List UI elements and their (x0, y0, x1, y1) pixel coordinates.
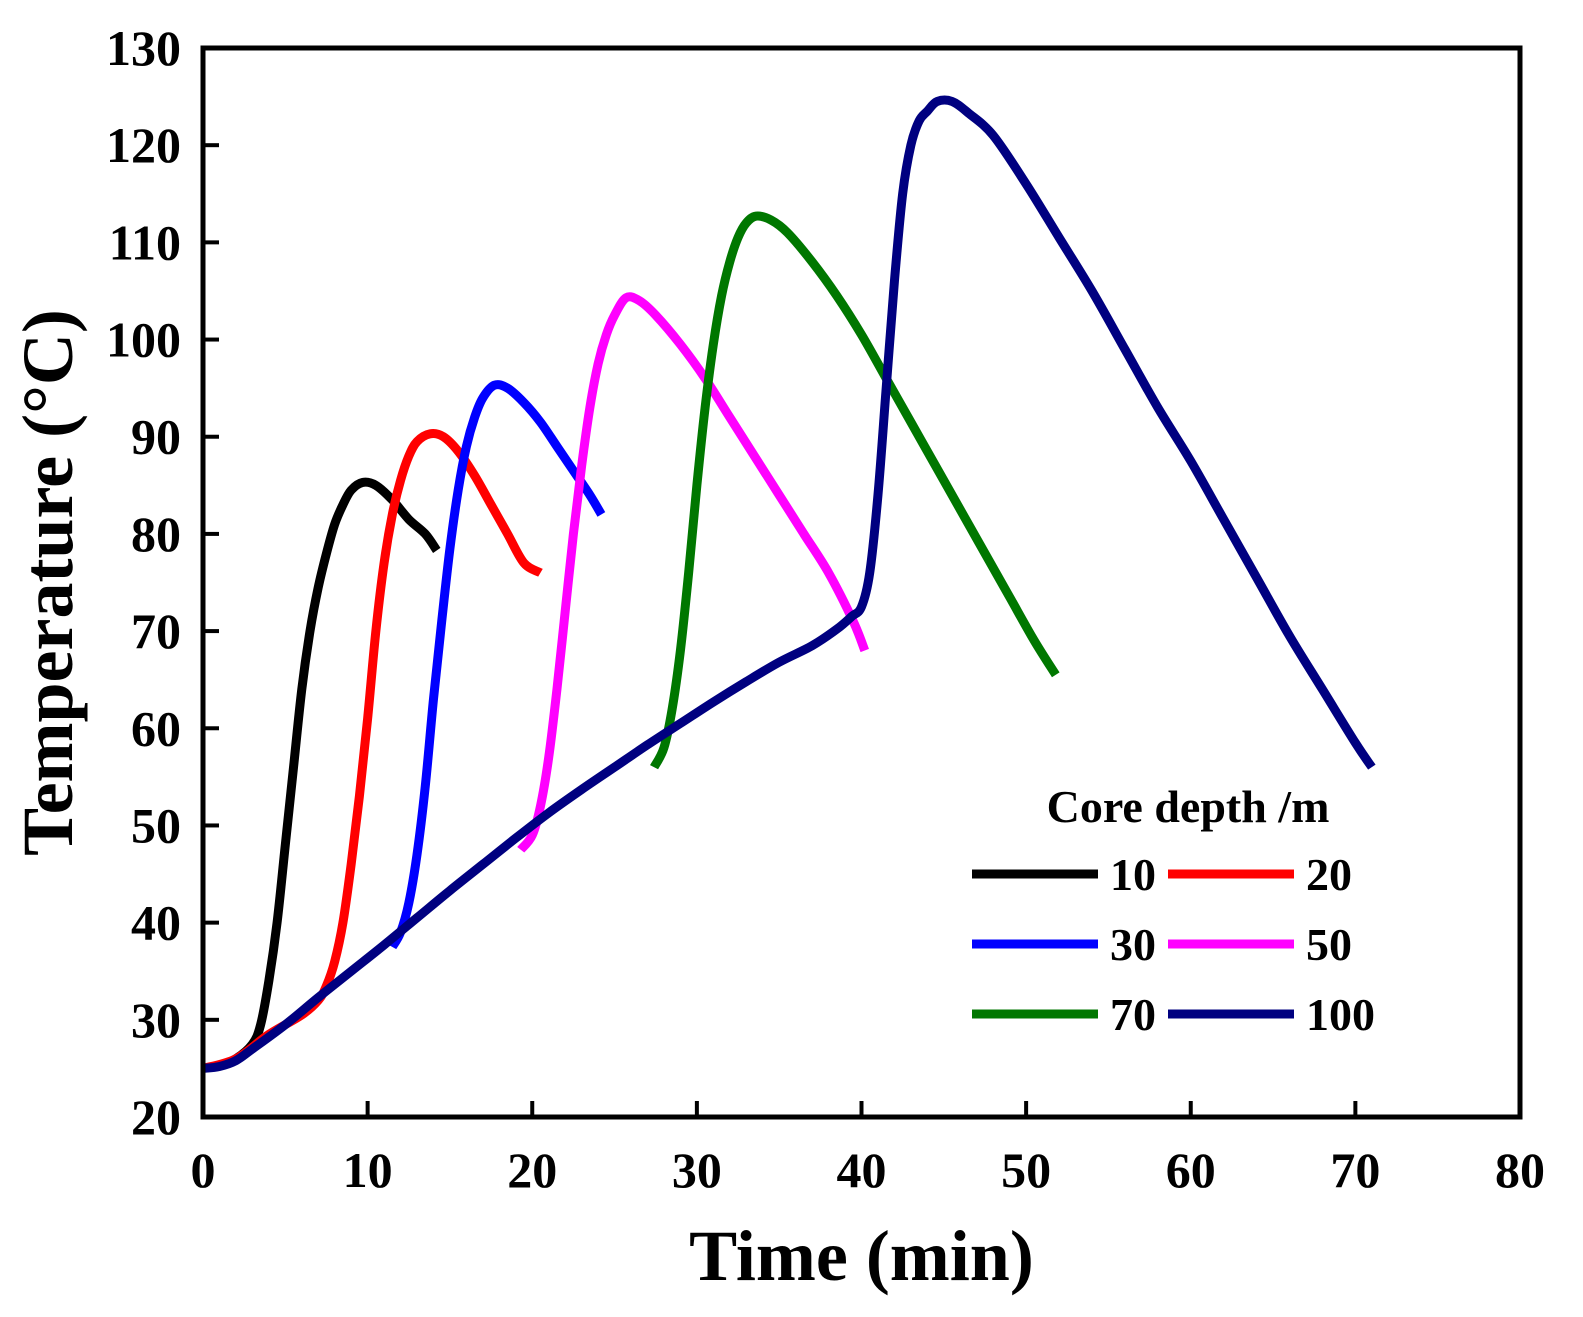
legend-item-50: 50 (1168, 919, 1352, 970)
y-tick-label: 90 (131, 409, 181, 465)
legend-item-10: 10 (972, 849, 1156, 900)
legend-label-50: 50 (1306, 919, 1352, 970)
x-tick-label: 50 (1001, 1142, 1051, 1198)
series-line-100 (202, 95, 1376, 1073)
legend-label-30: 30 (1110, 919, 1156, 970)
legend-label-10: 10 (1110, 849, 1156, 900)
y-tick-label: 40 (131, 895, 181, 951)
series-line-10 (202, 477, 441, 1073)
x-tick-label: 70 (1330, 1142, 1380, 1198)
legend-item-70: 70 (972, 989, 1156, 1040)
legend-item-30: 30 (972, 919, 1156, 970)
series-line-70 (650, 211, 1060, 770)
x-tick-label: 10 (343, 1142, 393, 1198)
legend-item-20: 20 (1168, 849, 1352, 900)
y-tick-label: 60 (131, 700, 181, 756)
y-tick-label: 120 (106, 117, 181, 173)
y-tick-label: 110 (109, 214, 181, 270)
legend-label-70: 70 (1110, 989, 1156, 1040)
y-tick-label: 80 (131, 506, 181, 562)
legend-items: 10 20 30 50 70 100 (972, 849, 1375, 1040)
x-tick-label: 40 (837, 1142, 887, 1198)
x-tick-label: 20 (507, 1142, 557, 1198)
x-tick-label: 80 (1495, 1142, 1545, 1198)
x-tick-label: 60 (1166, 1142, 1216, 1198)
series-lines (201, 95, 1376, 1073)
legend-label-20: 20 (1306, 849, 1352, 900)
x-tick-label: 30 (672, 1142, 722, 1198)
x-axis-title: Time (min) (689, 1216, 1034, 1296)
y-tick-label: 130 (106, 20, 181, 76)
y-tick-label: 50 (131, 797, 181, 853)
y-tick-label: 30 (131, 992, 181, 1048)
legend-item-100: 100 (1168, 989, 1375, 1040)
y-tick-label: 20 (131, 1089, 181, 1145)
axis-tick-labels: 0 10 20 30 40 50 60 70 80 20 30 40 50 60 70 80 90 100 110 1… (106, 20, 1545, 1198)
series-line-30 (388, 380, 606, 950)
y-tick-label: 70 (131, 603, 181, 659)
legend-title: Core depth /m (1047, 781, 1330, 832)
y-axis-title: Temperature (°C) (8, 309, 88, 856)
series-line-50 (517, 292, 869, 853)
legend-label-100: 100 (1306, 989, 1375, 1040)
legend: Core depth /m 10 20 30 50 70 100 (972, 781, 1375, 1040)
x-tick-label: 0 (191, 1142, 216, 1198)
y-tick-label: 100 (106, 312, 181, 368)
plot-frame (200, 45, 1523, 1120)
